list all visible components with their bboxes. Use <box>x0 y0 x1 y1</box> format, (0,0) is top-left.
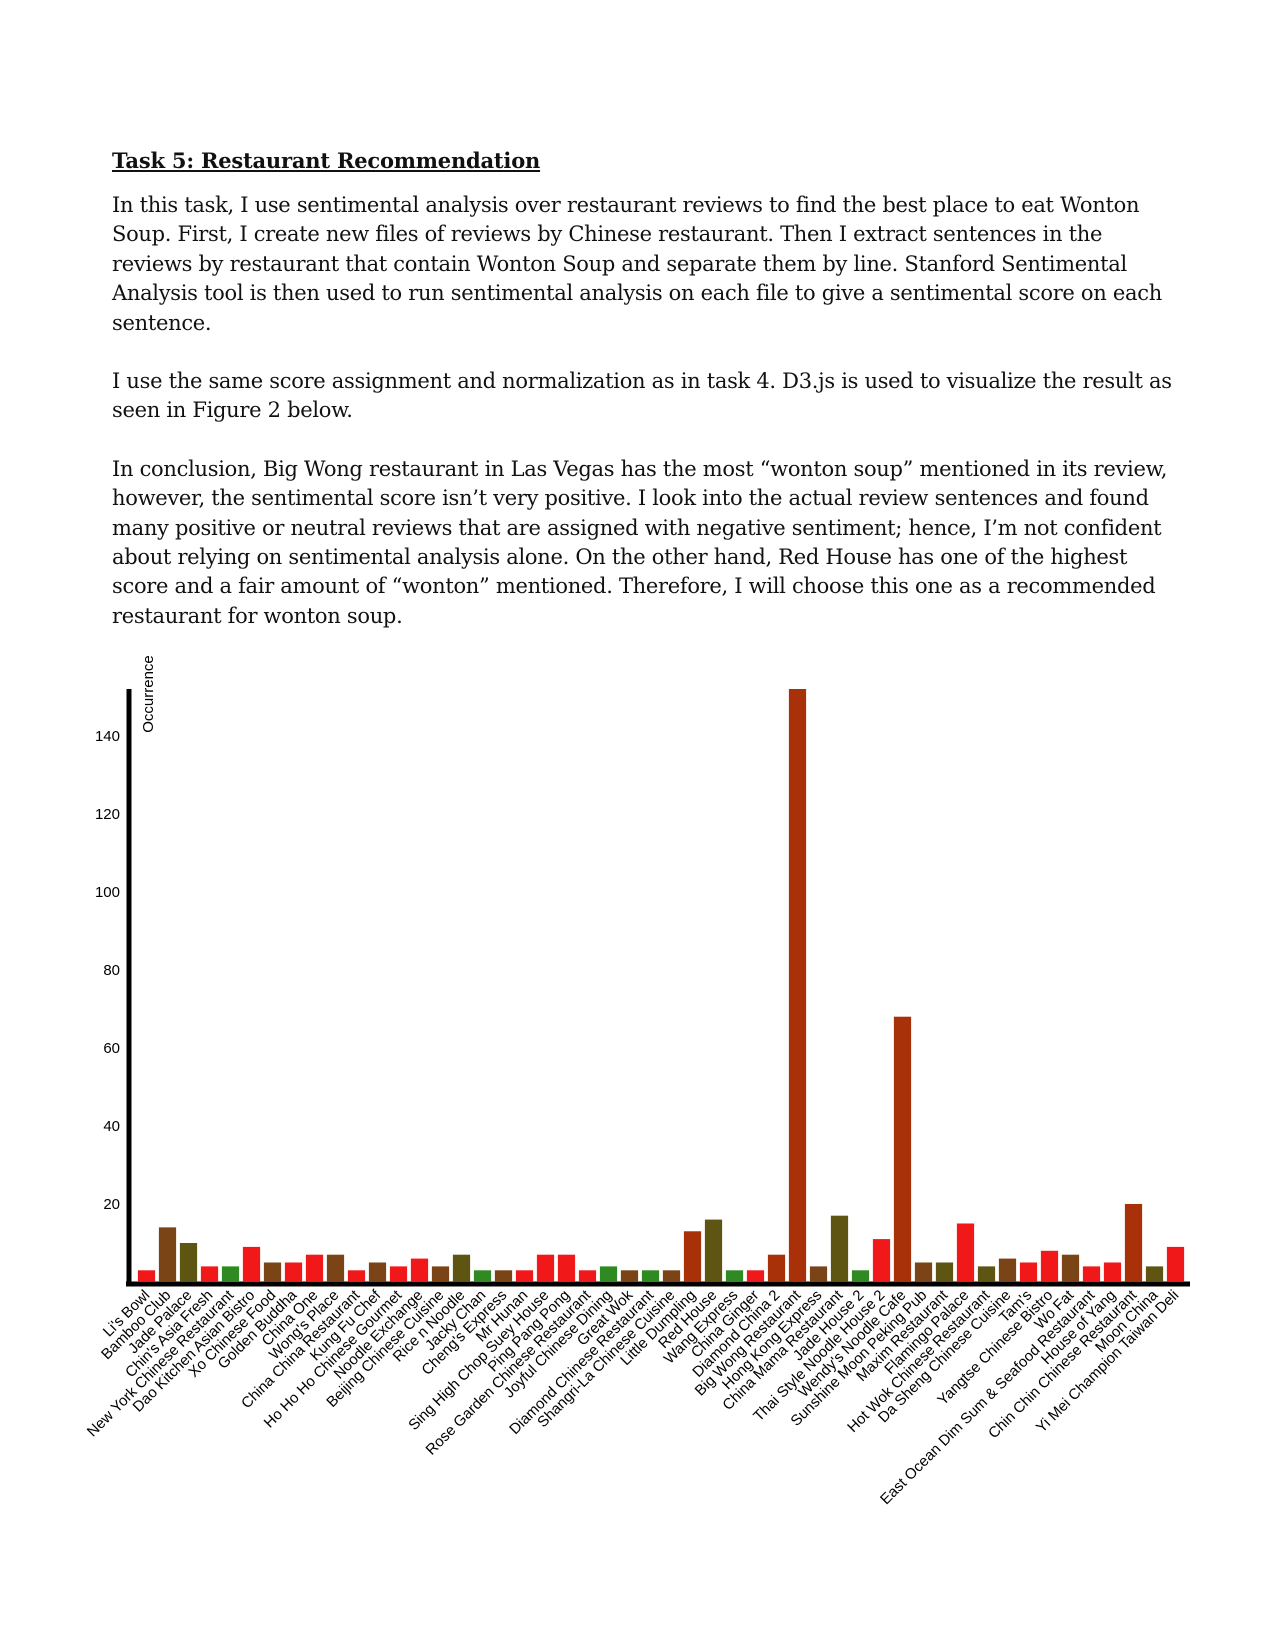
bar <box>305 1254 324 1282</box>
bar <box>326 1254 345 1282</box>
bar <box>368 1262 387 1282</box>
bar <box>1082 1266 1101 1282</box>
chart-bars <box>137 689 1185 1282</box>
bar <box>914 1262 933 1282</box>
bar <box>410 1258 429 1282</box>
bar <box>977 1266 996 1282</box>
bar <box>389 1266 408 1282</box>
bar <box>221 1266 240 1282</box>
document-body: Task 5: Restaurant Recommendation In thi… <box>112 148 1172 660</box>
bar <box>284 1262 303 1282</box>
bar <box>1019 1262 1038 1282</box>
bar <box>431 1266 450 1282</box>
bar <box>1166 1246 1185 1282</box>
y-axis-label: Occurrence <box>140 655 157 733</box>
bar <box>767 1254 786 1282</box>
y-tick-labels: 20 40 60 80 100 120 140 <box>95 728 120 1213</box>
bar <box>788 689 807 1282</box>
bar <box>1145 1266 1164 1282</box>
bar <box>956 1223 975 1282</box>
bar <box>935 1262 954 1282</box>
paragraph-conclusion: In conclusion, Big Wong restaurant in La… <box>112 456 1168 628</box>
y-tick-label: 140 <box>95 728 120 745</box>
y-tick-label: 100 <box>95 884 120 901</box>
bar <box>704 1219 723 1282</box>
bar <box>200 1266 219 1282</box>
bar <box>347 1270 366 1282</box>
bar <box>725 1270 744 1282</box>
paragraph-method: In this task, I use sentimental analysis… <box>112 193 1162 335</box>
bar <box>830 1215 849 1282</box>
bar <box>998 1258 1017 1282</box>
chart-axes <box>126 689 1190 1287</box>
bar <box>641 1270 660 1282</box>
paragraph-visualization: I use the same score assignment and norm… <box>112 369 1172 423</box>
bar <box>536 1254 555 1282</box>
bar <box>851 1270 870 1282</box>
bar <box>1124 1203 1143 1282</box>
bar <box>578 1270 597 1282</box>
bar <box>452 1254 471 1282</box>
bar <box>746 1270 765 1282</box>
bar <box>494 1270 513 1282</box>
y-tick-label: 60 <box>103 1040 120 1057</box>
bar <box>893 1016 912 1282</box>
section-heading: Task 5: Restaurant Recommendation <box>112 148 541 173</box>
bar <box>137 1270 156 1282</box>
y-tick-label: 40 <box>103 1118 120 1135</box>
bar <box>1061 1254 1080 1282</box>
bar <box>179 1242 198 1282</box>
bar <box>473 1270 492 1282</box>
y-tick-label: 80 <box>103 962 120 979</box>
bar <box>620 1270 639 1282</box>
bar <box>599 1266 618 1282</box>
bar <box>683 1231 702 1282</box>
bar <box>662 1270 681 1282</box>
bar <box>515 1270 534 1282</box>
bar <box>263 1262 282 1282</box>
bar <box>158 1227 177 1282</box>
y-tick-label: 120 <box>95 806 120 823</box>
bar <box>1103 1262 1122 1282</box>
bar <box>809 1266 828 1282</box>
bar <box>1040 1250 1059 1282</box>
y-tick-label: 20 <box>103 1196 120 1213</box>
bar <box>242 1246 261 1282</box>
bar <box>557 1254 576 1282</box>
bar <box>872 1239 891 1282</box>
